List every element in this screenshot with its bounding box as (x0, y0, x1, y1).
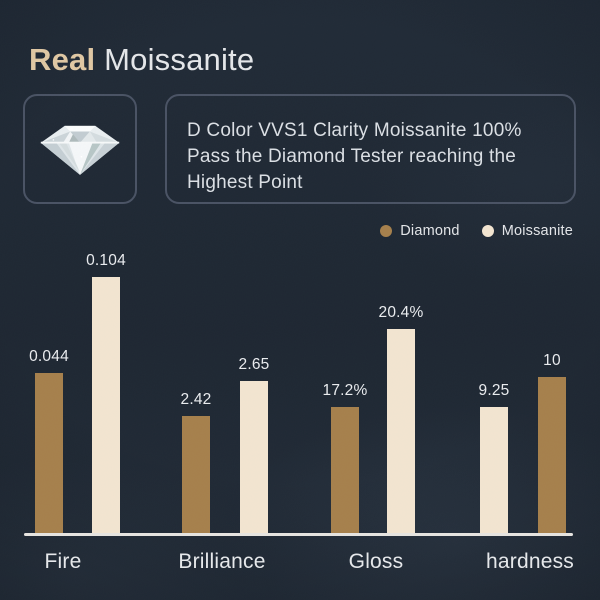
bar-value-fire-moissanite: 0.104 (86, 252, 126, 269)
x-axis-line (24, 533, 573, 536)
bar-value-hardness-moissanite: 9.25 (478, 382, 510, 399)
bar-value-gloss-diamond: 17.2% (322, 382, 368, 399)
bar-hardness-moissanite (480, 407, 508, 535)
bar-gloss-moissanite (387, 329, 415, 535)
bar-brilliance-diamond (182, 416, 210, 535)
bar-value-brilliance-diamond: 2.42 (180, 391, 212, 408)
bar-value-brilliance-moissanite: 2.65 (238, 356, 270, 373)
bar-value-hardness-diamond: 10 (543, 352, 561, 369)
bar-hardness-diamond (538, 377, 566, 535)
axis-label-fire: Fire (44, 550, 82, 573)
axis-label-brilliance: Brilliance (178, 550, 266, 573)
bar-value-fire-diamond: 0.044 (29, 348, 69, 365)
axis-label-hardness: hardness (486, 550, 574, 573)
bar-fire-diamond (35, 373, 63, 535)
axis-label-gloss: Gloss (348, 550, 404, 573)
bar-fire-moissanite (92, 277, 120, 535)
bar-brilliance-moissanite (240, 381, 268, 535)
bar-value-gloss-moissanite: 20.4% (378, 304, 424, 321)
bar-gloss-diamond (331, 407, 359, 535)
